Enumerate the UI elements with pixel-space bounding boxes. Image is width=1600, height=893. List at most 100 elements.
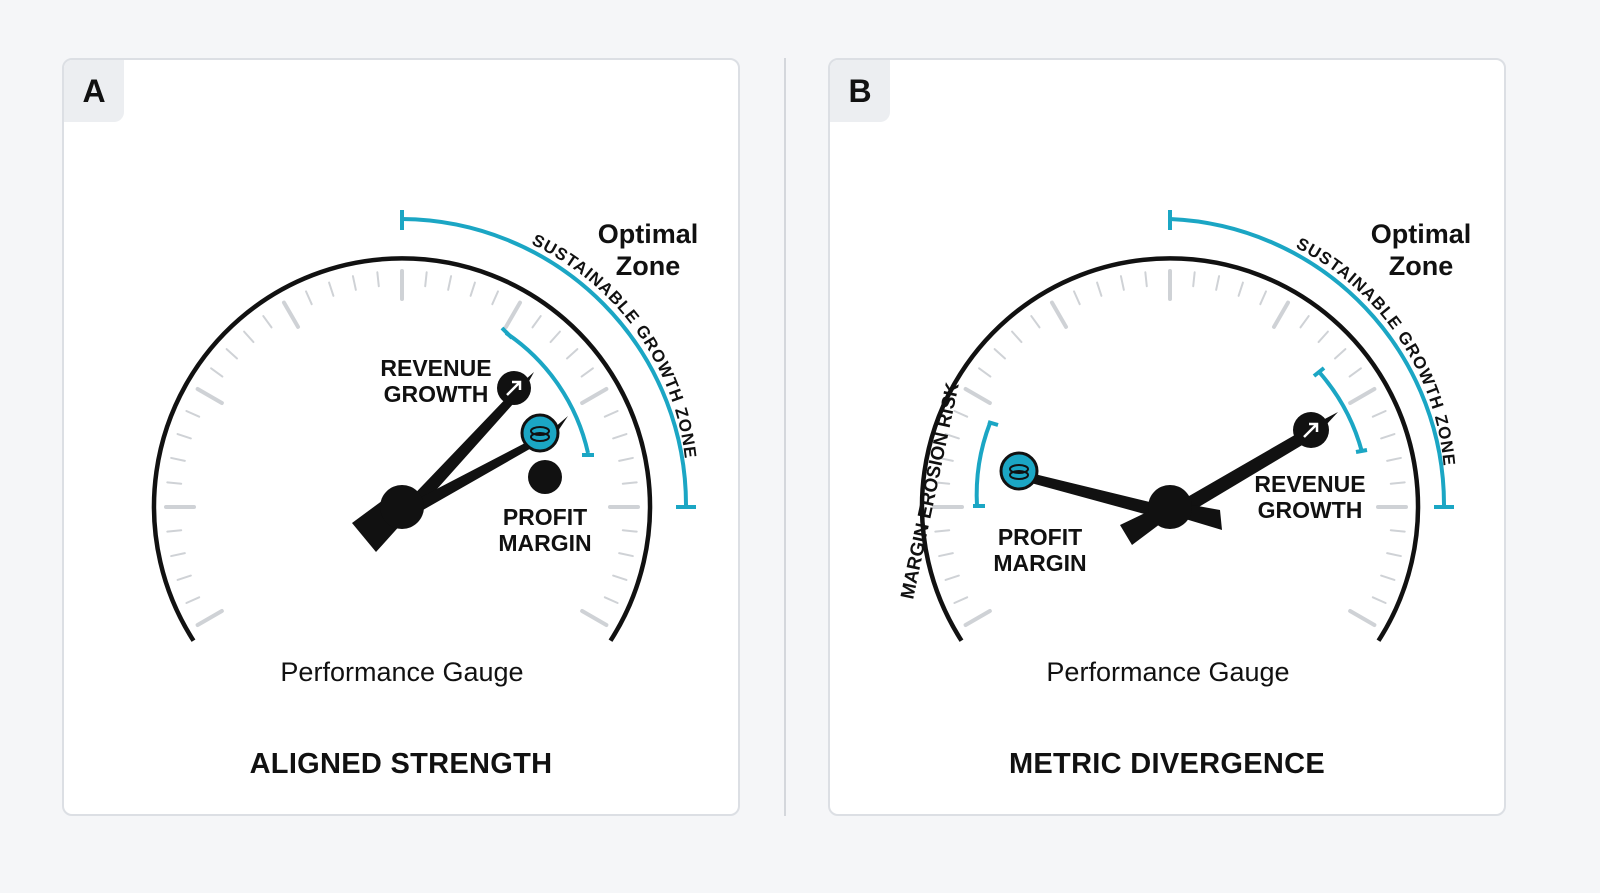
- minor-tick: [621, 481, 638, 485]
- profit-margin-label-line1: PROFIT: [998, 524, 1082, 550]
- minor-tick: [1386, 456, 1402, 462]
- growth-zone-bracket: [1169, 217, 1447, 508]
- minor-tick: [1030, 315, 1041, 329]
- minor-tick: [565, 348, 579, 360]
- minor-tick: [612, 433, 628, 440]
- minor-tick: [1386, 552, 1402, 558]
- minor-tick: [305, 290, 313, 306]
- minor-tick: [1389, 481, 1406, 485]
- gauge-title: Performance Gauge: [1046, 657, 1289, 687]
- minor-tick: [1144, 271, 1148, 288]
- minor-tick: [447, 275, 453, 291]
- revenue-growth-label-line1: REVENUE: [380, 355, 491, 381]
- minor-tick: [978, 367, 992, 378]
- coins-icon: [530, 426, 550, 436]
- arrow-up-right-icon: [506, 380, 522, 396]
- panel-tag: A: [64, 60, 124, 122]
- minor-tick: [185, 410, 201, 418]
- minor-tick: [603, 410, 619, 418]
- minor-tick: [603, 596, 619, 604]
- gauge-ticks: [932, 269, 1408, 627]
- minor-tick: [618, 456, 634, 462]
- profit-margin-label-line2: MARGIN: [498, 530, 591, 556]
- gauge-hub: [380, 485, 424, 529]
- profit-margin-needle: [1002, 464, 1170, 519]
- minor-tick: [1389, 529, 1406, 533]
- minor-tick: [424, 271, 428, 288]
- gauge-ticks: [164, 269, 640, 627]
- minor-tick: [1192, 271, 1196, 288]
- major-tick: [1348, 609, 1377, 627]
- minor-tick: [580, 367, 594, 378]
- minor-tick: [376, 271, 380, 288]
- major-tick: [195, 609, 224, 627]
- minor-tick: [938, 552, 954, 558]
- minor-tick: [491, 290, 499, 306]
- minor-tick: [210, 367, 224, 378]
- panel-caption: ALIGNED STRENGTH: [249, 748, 553, 780]
- arrow-up-right-icon: [1303, 422, 1319, 438]
- minor-tick: [944, 574, 960, 581]
- major-tick: [504, 300, 522, 329]
- minor-tick: [170, 552, 186, 558]
- growth-zone-bracket: [401, 217, 689, 508]
- minor-tick: [1011, 330, 1023, 344]
- minor-tick: [1371, 410, 1387, 418]
- minor-tick: [1215, 275, 1221, 291]
- minor-tick: [351, 275, 357, 291]
- minor-tick: [953, 410, 969, 418]
- minor-tick: [612, 574, 628, 581]
- major-tick: [195, 387, 224, 405]
- major-tick: [1348, 387, 1377, 405]
- needle-tail: [1120, 501, 1222, 545]
- optimal-zone-label-line1: Optimal: [1371, 219, 1472, 249]
- revenue-growth-needle: [402, 372, 534, 517]
- performance-gauge: SUSTAINABLE GROWTH ZONE Optimal Zone REV…: [151, 210, 699, 687]
- minor-tick: [166, 481, 183, 485]
- panel-b: B SUSTAINABLE GROWTH ZONE MARGIN EROSION…: [828, 58, 1506, 816]
- minor-tick: [166, 529, 183, 533]
- minor-tick: [531, 315, 542, 329]
- minor-tick: [1073, 290, 1081, 306]
- major-tick: [282, 300, 300, 329]
- minor-tick: [1259, 290, 1267, 306]
- minor-tick: [993, 348, 1007, 360]
- minor-tick: [1299, 315, 1310, 329]
- optimal-zone-label-line2: Zone: [616, 251, 681, 281]
- minor-tick: [1380, 433, 1396, 440]
- optimal-zone-bracket: [1318, 371, 1364, 453]
- performance-gauge: SUSTAINABLE GROWTH ZONE MARGIN EROSION R…: [897, 210, 1472, 687]
- optimal-zone-label-line1: Optimal: [598, 219, 699, 249]
- minor-tick: [938, 456, 954, 462]
- major-tick: [1272, 300, 1290, 329]
- revenue-growth-label-line1: REVENUE: [1254, 471, 1365, 497]
- panel-divider: [784, 58, 786, 816]
- profit-margin-needle: [402, 416, 568, 518]
- minor-tick: [1380, 574, 1396, 581]
- major-tick: [963, 387, 992, 405]
- minor-tick: [618, 552, 634, 558]
- minor-tick: [170, 456, 186, 462]
- gauge-arc: [151, 256, 653, 642]
- panel-a: A SUSTAINABLE GROWTH ZONE Optimal Zone R…: [62, 58, 740, 816]
- major-tick: [963, 609, 992, 627]
- revenue-growth-label-line2: GROWTH: [1258, 497, 1363, 523]
- minor-tick: [243, 330, 255, 344]
- risk-zone-bracket: [974, 422, 992, 507]
- minor-tick: [934, 481, 951, 485]
- coins-icon: [1009, 464, 1029, 474]
- minor-tick: [934, 529, 951, 533]
- minor-tick: [225, 348, 239, 360]
- panel-caption: METRIC DIVERGENCE: [1008, 748, 1326, 780]
- optimal-zone-label-line2: Zone: [1389, 251, 1454, 281]
- minor-tick: [1333, 348, 1347, 360]
- minor-tick: [621, 529, 638, 533]
- minor-tick: [944, 433, 960, 440]
- minor-tick: [1096, 281, 1103, 297]
- minor-tick: [953, 596, 969, 604]
- gauge-title: Performance Gauge: [280, 657, 523, 687]
- minor-tick: [185, 596, 201, 604]
- minor-tick: [176, 574, 192, 581]
- profit-margin-label-line1: PROFIT: [503, 504, 587, 530]
- minor-tick: [1348, 367, 1362, 378]
